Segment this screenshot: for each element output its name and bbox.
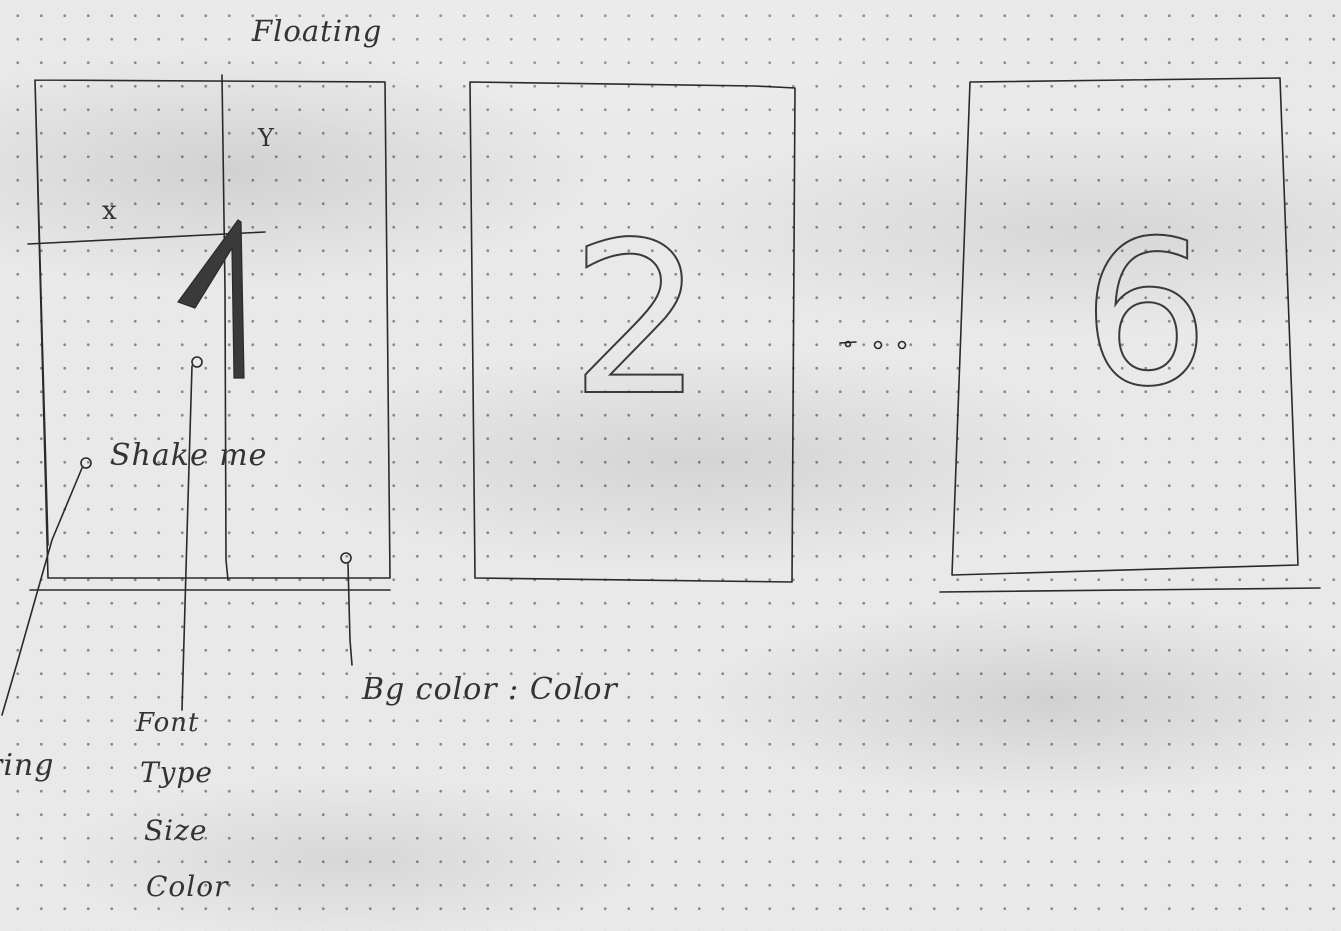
font-callout-pin (191, 356, 203, 368)
frame-3-outline (939, 77, 1321, 593)
type-annotation: Type (140, 756, 213, 789)
frame-3-digit: 6 (1081, 198, 1210, 431)
bg-callout-pin (340, 552, 352, 564)
size-annotation: Size (144, 814, 208, 847)
font-callout-line (181, 365, 193, 711)
digit-1-shape (177, 219, 245, 379)
shake-me-label[interactable]: Shake me (110, 438, 268, 473)
frame-1-outline (29, 79, 391, 591)
ellipsis-text: ... (836, 318, 840, 319)
frame-1-y-axis (221, 74, 229, 581)
ellipsis-dots (839, 340, 907, 350)
color-annotation: Color (146, 870, 229, 903)
font-annotation: Font (136, 708, 200, 738)
ring-annotation: ring (0, 748, 55, 783)
ring-callout-line (1, 467, 83, 716)
frame-2-digit: 2 (569, 197, 705, 442)
page-title: Floating (252, 14, 383, 48)
bg-callout-line (347, 563, 353, 666)
x-axis-label: x (102, 196, 118, 226)
ring-callout-pin (80, 457, 92, 469)
y-axis-label: Y (258, 124, 275, 152)
frame-1-x-axis (27, 231, 266, 245)
bg-color-annotation: Bg color : Color (362, 672, 618, 707)
frame-2-outline (469, 81, 796, 583)
